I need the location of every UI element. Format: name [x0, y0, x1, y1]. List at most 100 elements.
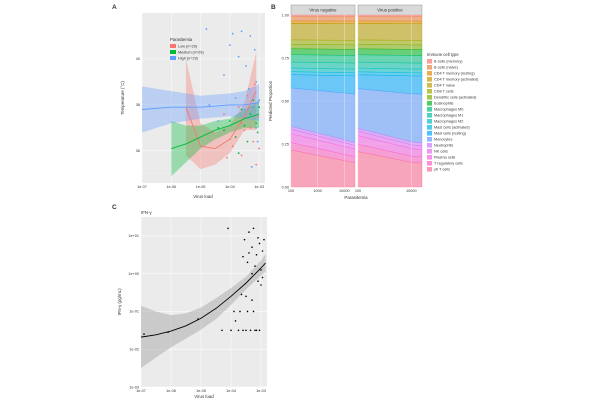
- panel-b-legend-label: CD8 T cells: [434, 90, 454, 94]
- panel-a-legend-title: Parasitemia: [170, 37, 193, 42]
- panel-c-x-tick-label: 1e-04: [226, 389, 236, 393]
- panel-a-point: [243, 129, 246, 132]
- panel-b-legend-label: Neutrophils: [434, 144, 453, 148]
- panel-a-point: [253, 83, 256, 86]
- panel-c-point: [248, 231, 250, 233]
- panel-b-y-tick-label: 0.00: [282, 185, 289, 189]
- panel-c-point: [257, 236, 259, 239]
- legend-key-low: [170, 44, 176, 48]
- panel-c-point: [255, 253, 258, 256]
- panel-c-y-tick-label: 1e+00: [128, 272, 139, 276]
- panel-a-fit-line-0: [185, 90, 257, 150]
- panel-b-x-tick-label: 100: [288, 189, 294, 193]
- panel-a-point: [217, 120, 220, 122]
- panel-c-point: [258, 242, 261, 245]
- panel-b-area-4: [290, 23, 356, 41]
- panel-b-legend-key: [427, 149, 432, 154]
- panel-a-point: [234, 97, 237, 99]
- panel-c-point: [243, 238, 246, 241]
- panel-a-point: [256, 115, 259, 118]
- panel-a-grid: [141, 13, 265, 183]
- panel-c-fit-line: [140, 262, 266, 338]
- panel-c-point: [260, 284, 262, 286]
- panel-c-confidence-band: [141, 254, 266, 369]
- panel-c-y-tick-label: 1e-03: [129, 385, 139, 389]
- panel-b-area-18: [357, 151, 423, 188]
- panel-b-legend-title: Immune cell type: [427, 52, 459, 57]
- legend-label-low: Low (n=29): [178, 45, 198, 49]
- panel-a-point: [258, 106, 261, 109]
- panel-b-legend-key: [427, 161, 432, 166]
- panel-a-ylabel: Temperature (°C): [120, 81, 125, 115]
- panel-b-legend-label: Monocytes: [434, 138, 452, 142]
- panel-a-point: [237, 152, 240, 155]
- panel-b-area-0: [290, 14, 356, 17]
- panel-c-x-tick-label: 1e-03: [256, 389, 266, 393]
- panel-b-area-8: [357, 54, 423, 64]
- panel-c-point: [143, 333, 145, 335]
- panel-a-tick-labels: 1e-07 1e-06 1e-05 1e-04 1e-03 36 38 40: [136, 57, 264, 189]
- panel-b-area-4: [357, 23, 423, 41]
- panel-b-legend-label: Mast cells (resting): [434, 132, 467, 136]
- panel-b-legend-key: [427, 119, 432, 124]
- panel-b-area-6: [357, 44, 423, 50]
- panel-c-point: [246, 261, 249, 264]
- panel-c-x-tick-label: 1e-05: [196, 389, 206, 393]
- panel-a-legend: Parasitemia Low (n=29) Medium (n=29) Hig…: [170, 37, 204, 61]
- panel-b-y-tick-label: 1.00: [282, 13, 289, 17]
- panel-a-x-tick-label: 1e-05: [196, 185, 206, 189]
- panel-b-area-2: [290, 20, 356, 24]
- panel-c-point: [252, 310, 255, 313]
- panel-a-y-tick-label: 36: [136, 149, 140, 153]
- panel-a-point: [234, 136, 237, 138]
- panel-c: C IFN-γ 1e-07 1e-06 1e-05 1e-04 1e-031e-031e…: [112, 204, 267, 399]
- panel-b-legend-label: Macrophages M1: [434, 114, 463, 118]
- panel-c-point: [167, 331, 169, 334]
- panel-b-y-tick-label: 0.50: [282, 99, 289, 103]
- panel-b-x-tick-label: 10000: [339, 189, 350, 193]
- panel-a-point: [253, 48, 256, 51]
- panel-a-point: [255, 81, 258, 83]
- panel-c-point: [261, 276, 264, 279]
- panel-c-point: [246, 310, 249, 313]
- panel-b-legend-label: T regulatory cells: [434, 162, 463, 166]
- panel-c-point: [242, 329, 244, 332]
- panel-b-legend-label: NK cells: [434, 150, 448, 154]
- panel-b-ylabel: Predicted Proportion: [268, 80, 273, 121]
- panel-a-point: [208, 103, 211, 106]
- panel-b-legend-key: [427, 131, 432, 136]
- panel-b-legend-key: [427, 71, 432, 76]
- panel-a-point: [252, 99, 255, 102]
- panel-a-fit-lines: [141, 90, 260, 150]
- panel-b-legend-label: Eosinophils: [434, 102, 454, 106]
- legend-label-high: High (n=29): [178, 57, 199, 61]
- panel-b-legend-key: [427, 143, 432, 148]
- panel-a-plot-area: [142, 13, 265, 183]
- panel-a-point: [211, 131, 214, 134]
- panel-b-legend-label: Plasma cells: [434, 156, 455, 160]
- panel-b-stacked-areas: [290, 14, 423, 188]
- panel-a-band-1: [171, 100, 260, 177]
- panel-c-point: [237, 329, 240, 332]
- panel-c-x-tick-label: 1e-06: [166, 389, 176, 393]
- panel-a-point: [240, 108, 243, 111]
- panel-c-point: [239, 310, 241, 313]
- panel-c-points: [143, 227, 265, 335]
- panel-a-point: [217, 126, 220, 129]
- panel-b-legend-label: Macrophages M2: [434, 120, 463, 124]
- panel-a-points: [205, 28, 261, 168]
- panel-c-x-tick-label: 1e-07: [136, 389, 146, 393]
- panel-a-point: [228, 44, 231, 47]
- panel-b-letter: B: [271, 4, 276, 11]
- panel-b-legend-label: Macrophages M0: [434, 108, 463, 112]
- facet-label-virus-negative: Virus negative: [309, 8, 337, 13]
- panel-b-legend-key: [427, 83, 432, 88]
- panel-b-legend-key: [427, 65, 432, 70]
- panel-b-legend-key: [427, 89, 432, 94]
- panel-b-area-0: [357, 14, 423, 17]
- panel-a-point: [243, 108, 246, 111]
- panel-c-point: [221, 329, 223, 332]
- panel-b-legend-label: B cells (naive): [434, 66, 459, 70]
- panel-b-legend-label: Mast cells (activated): [434, 126, 470, 130]
- panel-c-point: [252, 227, 255, 230]
